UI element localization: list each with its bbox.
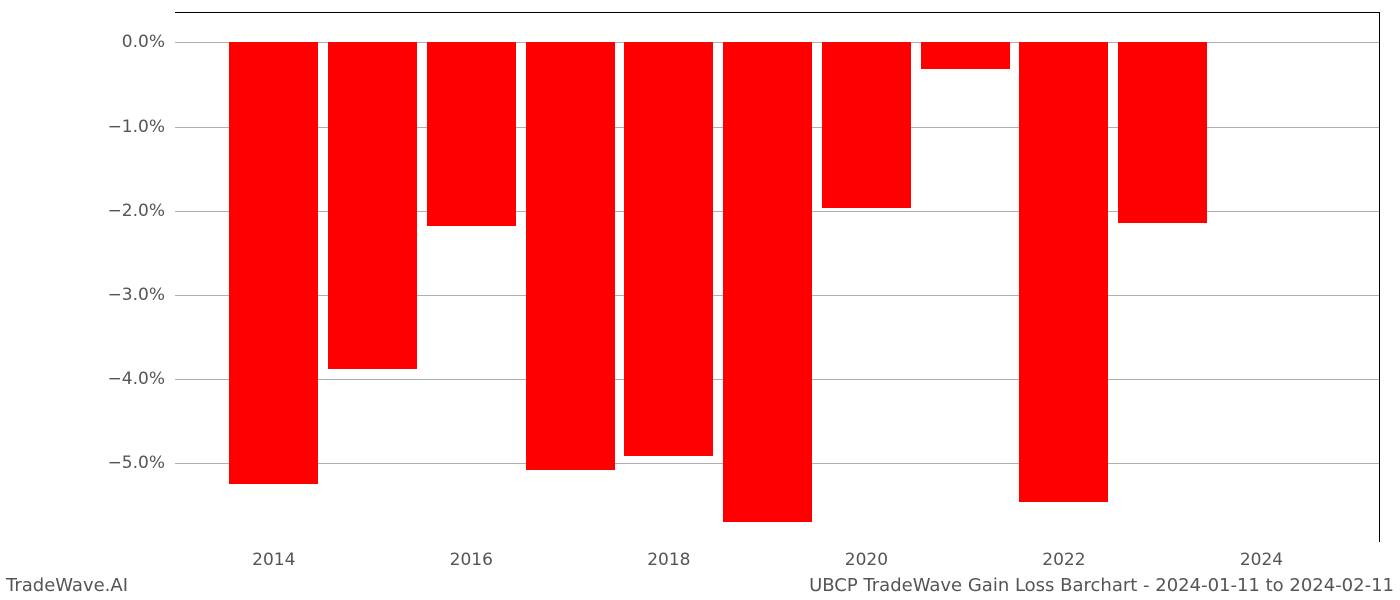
bar [229,42,318,484]
xtick-label: 2020 [845,542,888,570]
bar [1118,42,1207,223]
xtick-label: 2016 [450,542,493,570]
bar [723,42,812,522]
ytick-label: −1.0% [108,117,175,137]
footer-left-text: TradeWave.AI [6,575,128,596]
ytick-label: −4.0% [108,369,175,389]
bar [624,42,713,456]
ytick-label: 0.0% [122,32,175,52]
xtick-label: 2022 [1042,542,1085,570]
bar [822,42,911,208]
footer-right-text: UBCP TradeWave Gain Loss Barchart - 2024… [809,575,1394,596]
plot-area: 0.0%−1.0%−2.0%−3.0%−4.0%−5.0%20142016201… [175,12,1380,542]
bar [526,42,615,469]
xtick-label: 2024 [1240,542,1283,570]
ytick-label: −2.0% [108,201,175,221]
ytick-label: −5.0% [108,453,175,473]
bar [921,42,1010,69]
bar [1019,42,1108,501]
bar [427,42,516,225]
xtick-label: 2018 [647,542,690,570]
ytick-label: −3.0% [108,285,175,305]
xtick-label: 2014 [252,542,295,570]
bar [328,42,417,368]
chart-container: 0.0% −1.0% −2.0% −3.0% −4.0% −5.0% 2014 2016 201… [0,0,1400,600]
